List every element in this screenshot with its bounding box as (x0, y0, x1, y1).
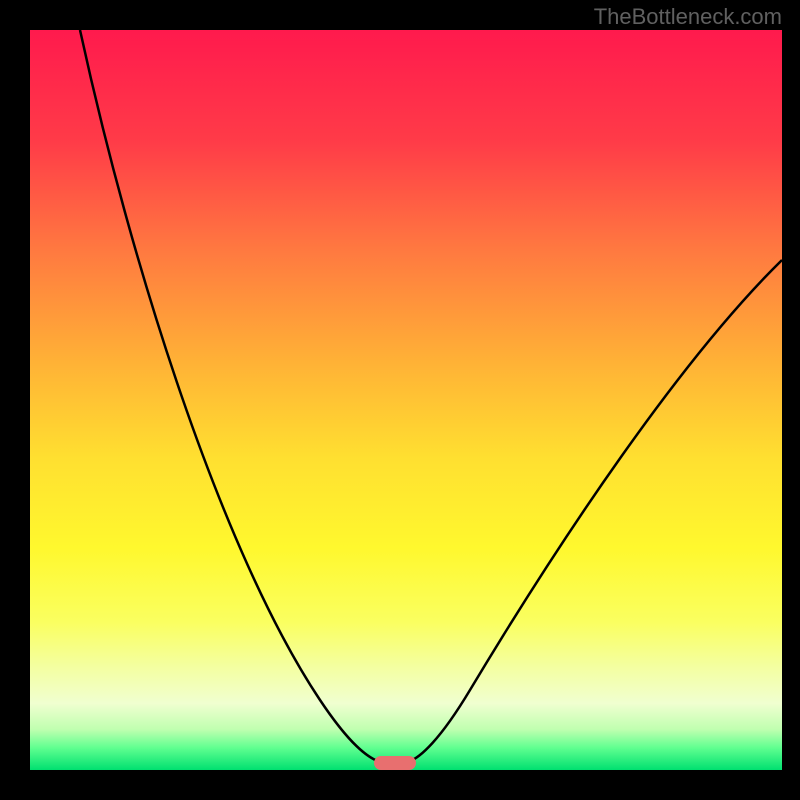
optimal-point-marker (374, 756, 416, 770)
chart-container: TheBottleneck.com (0, 0, 800, 800)
gradient-background (30, 30, 782, 770)
bottleneck-chart: TheBottleneck.com (0, 0, 800, 800)
watermark-label: TheBottleneck.com (594, 4, 782, 29)
plot-area (30, 30, 782, 770)
